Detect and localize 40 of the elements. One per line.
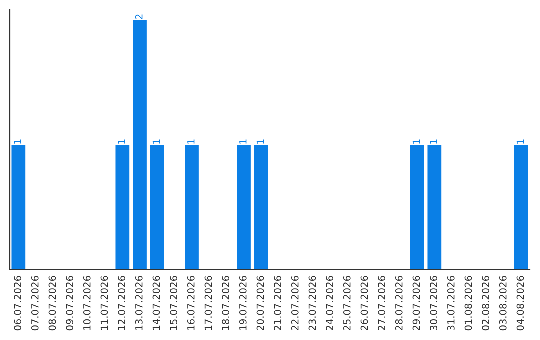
data-label: 2 xyxy=(135,14,143,20)
x-tick-label: 23.07.2026 xyxy=(308,276,316,331)
x-tick-label: 22.07.2026 xyxy=(291,276,299,331)
x-tick-label: 28.07.2026 xyxy=(395,276,403,331)
x-tick-label: 06.07.2026 xyxy=(14,276,22,331)
x-tick-label: 19.07.2026 xyxy=(239,276,247,330)
x-tick-label: 09.07.2026 xyxy=(66,276,74,331)
data-label: 1 xyxy=(430,140,438,144)
data-label: 1 xyxy=(188,140,195,144)
x-tick-label: 10.07.2026 xyxy=(83,276,91,330)
data-label: 1 xyxy=(14,140,22,144)
x-tick-label: 14.07.2026 xyxy=(152,276,160,330)
x-tick-label: 17.07.2026 xyxy=(204,276,212,330)
x-tick-label: 26.07.2026 xyxy=(360,276,368,331)
x-tick-label: 11.07.2026 xyxy=(100,276,108,330)
data-label: 1 xyxy=(256,140,264,144)
x-tick-label: 07.07.2026 xyxy=(31,276,39,331)
x-tick-label: 29.07.2026 xyxy=(412,276,420,331)
x-tick-label: 02.08.2026 xyxy=(482,276,490,331)
x-tick-label: 30.07.2026 xyxy=(430,276,438,330)
x-tick-label: 18.07.2026 xyxy=(222,276,230,330)
x-tick-label: 31.07.2026 xyxy=(447,276,455,330)
x-tick-label: 13.07.2026 xyxy=(135,276,143,330)
data-label: 1 xyxy=(240,140,247,144)
x-tick-label: 12.07.2026 xyxy=(118,276,126,330)
x-tick-label: 21.07.2026 xyxy=(274,276,282,331)
data-label: 1 xyxy=(118,140,126,144)
x-tick-label: 27.07.2026 xyxy=(378,276,386,331)
x-tick-label: 04.08.2026 xyxy=(516,276,524,331)
x-tick-label: 01.08.2026 xyxy=(464,276,472,331)
data-label: 1 xyxy=(516,140,524,144)
x-tick-label: 08.07.2026 xyxy=(48,276,56,331)
x-tick-label: 24.07.2026 xyxy=(326,276,334,331)
data-label: 1 xyxy=(152,140,160,144)
x-tick-label: 20.07.2026 xyxy=(256,276,264,331)
x-tick-label: 25.07.2026 xyxy=(343,276,351,331)
x-tick-label: 03.08.2026 xyxy=(499,276,507,331)
data-label: 1 xyxy=(412,140,420,144)
x-tick-label: 15.07.2026 xyxy=(170,276,178,330)
x-tick-label: 16.07.2026 xyxy=(187,276,195,330)
